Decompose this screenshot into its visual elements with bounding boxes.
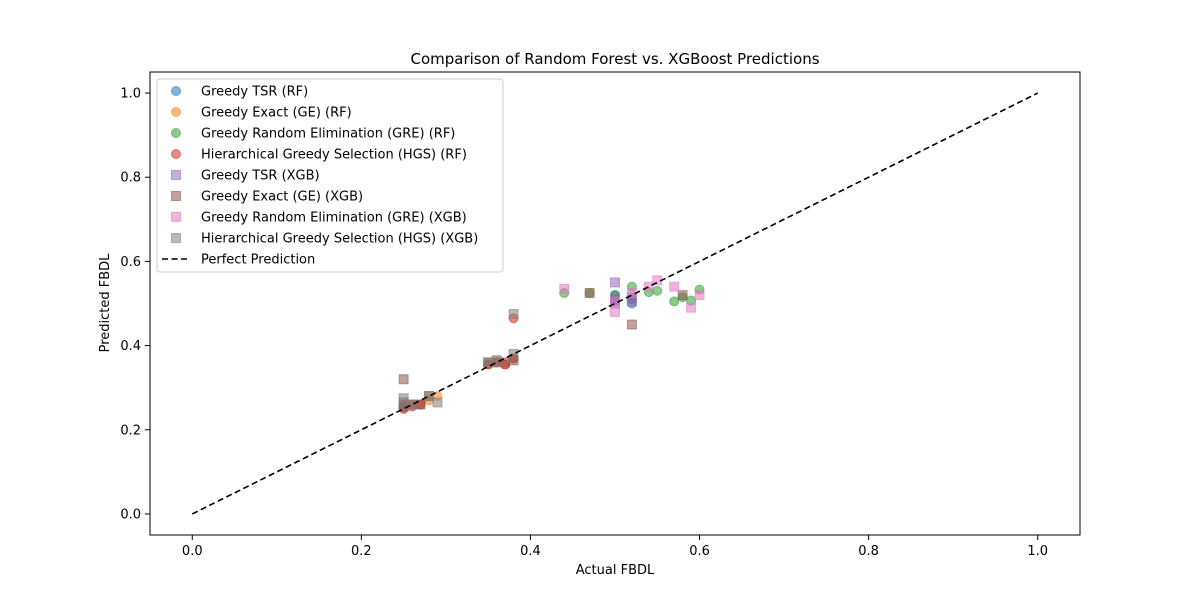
data-point [432,397,443,408]
data-point [669,281,680,292]
legend-label: Hierarchical Greedy Selection (HGS) (RF) [201,148,467,163]
y-tick-label: 0.8 [120,171,141,186]
legend-marker [171,107,181,117]
x-tick-label: 0.4 [520,544,541,559]
data-point [610,306,620,317]
x-tick-label: 0.0 [182,544,203,559]
axes-frame [149,71,1081,536]
legend-marker [171,149,181,159]
data-point [626,319,637,330]
legend-marker [171,212,181,222]
legend-label: Greedy Random Elimination (GRE) (XGB) [201,211,467,226]
x-tick-label: 0.8 [858,544,879,559]
y-tick-label: 0.0 [120,507,141,522]
x-tick-label: 1.0 [1027,544,1048,559]
perfect-prediction-line [191,92,1039,515]
legend-marker [171,128,181,138]
data-point [508,349,519,360]
data-point [491,357,502,368]
x-axis-ticks: 0.0 0.2 0.4 0.6 0.8 1.0 [182,535,1048,559]
series-7 [398,309,519,412]
y-tick-label: 0.6 [120,255,141,270]
x-axis-label: Actual FBDL [576,563,655,578]
data-point [694,290,705,301]
data-point [643,281,654,292]
data-point [508,309,519,320]
legend-label: Greedy TSR (RF) [201,85,308,100]
data-point [398,374,409,385]
data-point [398,393,409,404]
data-point [677,290,688,301]
legend-label: Hierarchical Greedy Selection (HGS) (XGB… [201,232,478,247]
legend: Greedy TSR (RF) Greedy Exact (GE) (RF) Gre… [156,78,504,273]
data-point [652,285,663,296]
data-point [424,391,434,402]
y-axis-label: Predicted FBDL [98,253,113,353]
y-tick-label: 1.0 [120,87,141,102]
legend-box [156,78,504,273]
legend-label: Greedy Random Elimination (GRE) (RF) [201,127,455,142]
legend-marker [171,86,181,96]
data-point [407,399,418,410]
x-tick-label: 0.2 [351,544,372,559]
legend-marker [171,170,181,180]
legend-marker [171,233,181,243]
data-point [559,283,570,294]
chart-title: Comparison of Random Forest vs. XGBoost … [410,50,819,68]
plot-area [191,92,1039,515]
legend-label: Greedy Exact (GE) (XGB) [201,190,363,205]
legend-label: Greedy TSR (XGB) [201,169,320,184]
data-point [686,302,697,313]
x-tick-label: 0.6 [689,544,710,559]
y-axis-ticks: 0.0 0.2 0.4 0.6 0.8 1.0 [120,87,150,522]
legend-marker [171,191,181,201]
data-point [584,287,595,298]
legend-label: Greedy Exact (GE) (RF) [201,106,352,121]
data-point [610,277,620,288]
data-point [669,296,680,307]
y-tick-label: 0.2 [120,423,141,438]
legend-label: Perfect Prediction [201,253,315,268]
y-tick-label: 0.4 [120,339,141,354]
